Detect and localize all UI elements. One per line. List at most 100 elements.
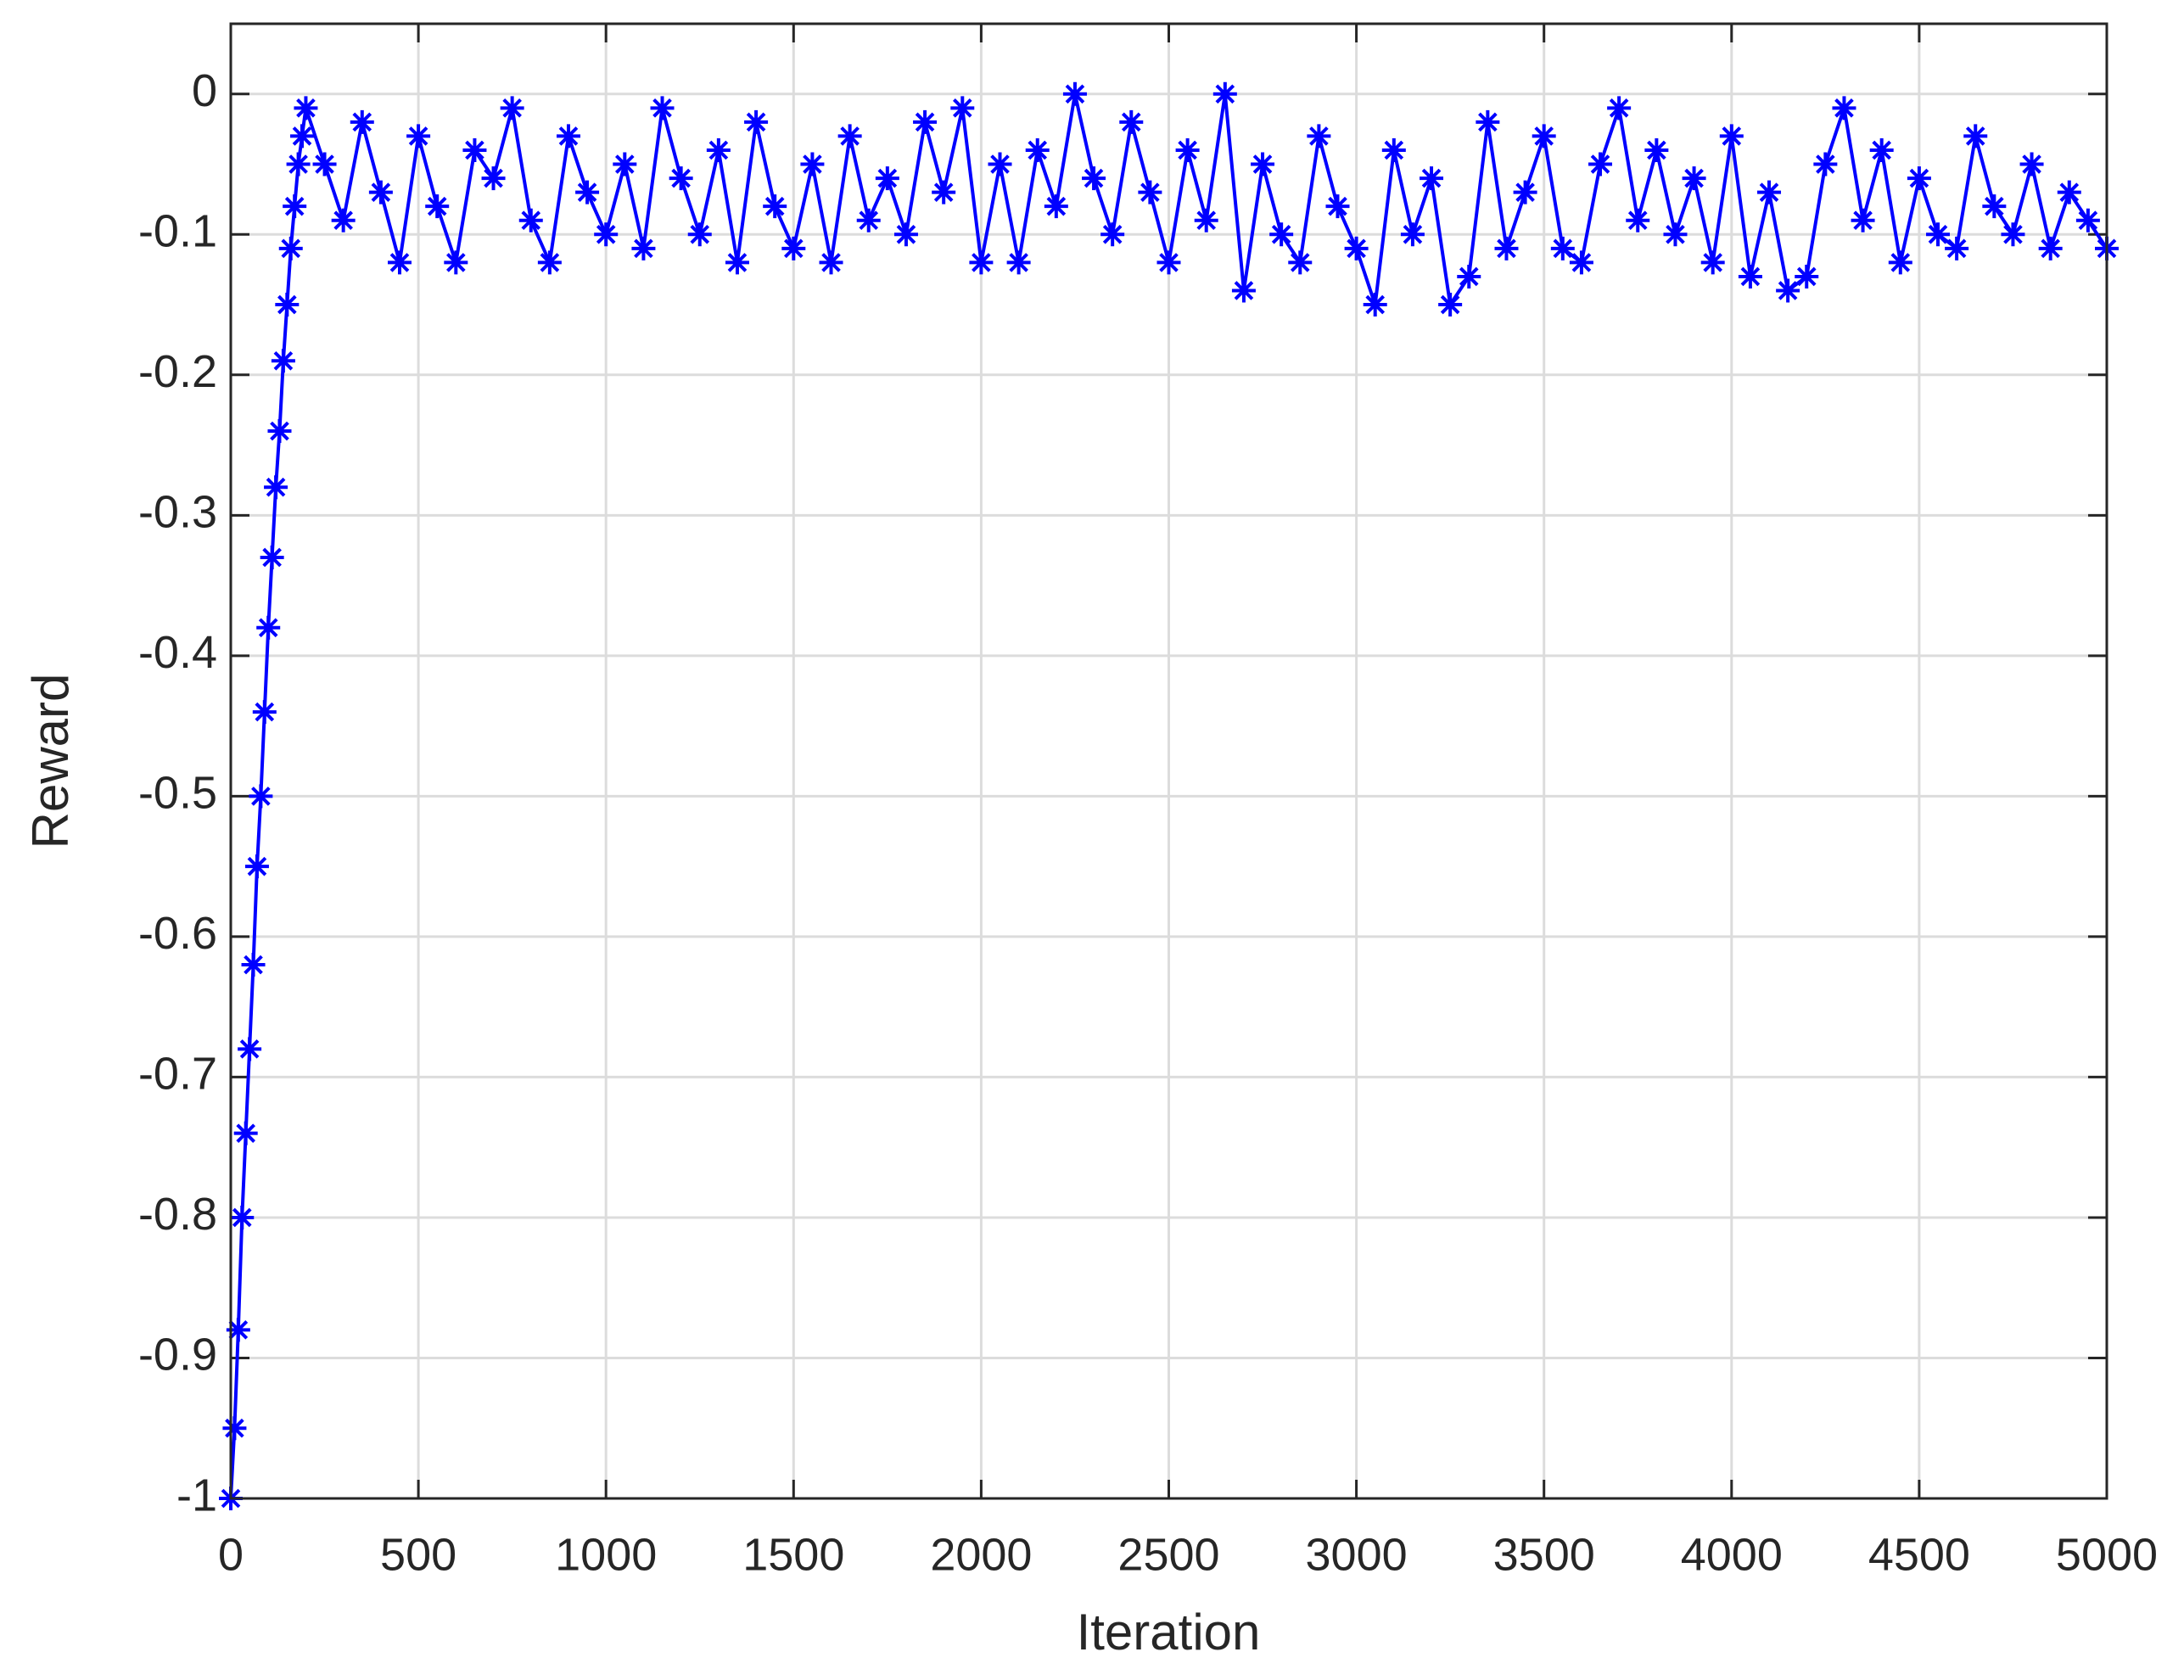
y-tick-label: -0.7 bbox=[138, 1049, 217, 1100]
y-tick-label: -0.8 bbox=[138, 1189, 217, 1240]
x-tick-label: 500 bbox=[380, 1529, 456, 1580]
data-point bbox=[283, 194, 307, 219]
data-point bbox=[669, 166, 693, 191]
data-point bbox=[1025, 137, 1050, 162]
data-point bbox=[230, 1205, 255, 1229]
data-point bbox=[1476, 109, 1500, 134]
data-point bbox=[1982, 194, 2007, 219]
data-point bbox=[2075, 208, 2100, 232]
data-point bbox=[222, 1416, 247, 1441]
data-point bbox=[368, 180, 393, 204]
data-point bbox=[687, 222, 712, 247]
data-point bbox=[631, 236, 656, 260]
y-tick-label: -0.2 bbox=[138, 346, 217, 397]
data-point bbox=[1663, 222, 1688, 247]
data-point bbox=[312, 152, 337, 176]
data-point bbox=[1776, 278, 1800, 303]
data-point bbox=[1175, 137, 1200, 162]
data-point bbox=[1251, 152, 1275, 176]
data-point bbox=[969, 250, 994, 275]
data-point bbox=[1006, 250, 1031, 275]
y-tick-label: -0.9 bbox=[138, 1330, 217, 1380]
data-point bbox=[1869, 137, 1894, 162]
data-point bbox=[1044, 194, 1068, 219]
data-point bbox=[1757, 180, 1782, 204]
data-point bbox=[256, 615, 281, 640]
data-point bbox=[1156, 250, 1181, 275]
data-point bbox=[233, 1121, 258, 1145]
data-point bbox=[1888, 250, 1912, 275]
data-point bbox=[1307, 124, 1331, 148]
data-point bbox=[556, 124, 580, 148]
data-point bbox=[1607, 96, 1632, 120]
data-point bbox=[267, 419, 292, 444]
data-point bbox=[286, 152, 311, 176]
data-point bbox=[1945, 236, 1969, 260]
data-point bbox=[294, 96, 318, 120]
data-point bbox=[763, 194, 787, 219]
x-tick-label: 2500 bbox=[1117, 1529, 1219, 1580]
x-axis-label: Iteration bbox=[1077, 1604, 1261, 1660]
data-point bbox=[1400, 222, 1425, 247]
data-point bbox=[241, 953, 266, 977]
data-point bbox=[249, 784, 273, 809]
data-point bbox=[1719, 124, 1744, 148]
data-point bbox=[875, 166, 899, 191]
data-point bbox=[950, 96, 975, 120]
data-point bbox=[238, 1037, 262, 1061]
data-point bbox=[1288, 250, 1313, 275]
data-point bbox=[913, 109, 938, 134]
data-point bbox=[1457, 264, 1481, 288]
data-point bbox=[278, 236, 303, 260]
data-point bbox=[444, 250, 468, 275]
data-point bbox=[575, 180, 600, 204]
data-point bbox=[1569, 250, 1593, 275]
data-point bbox=[1513, 180, 1537, 204]
x-tick-label: 1500 bbox=[742, 1529, 844, 1580]
data-point bbox=[706, 137, 731, 162]
data-point bbox=[594, 222, 619, 247]
data-point bbox=[1550, 236, 1575, 260]
data-point bbox=[893, 222, 918, 247]
data-point bbox=[725, 250, 749, 275]
data-point bbox=[1926, 222, 1951, 247]
data-point bbox=[613, 152, 637, 176]
y-tick-label: -0.1 bbox=[138, 206, 217, 257]
x-tick-label: 5000 bbox=[2056, 1529, 2158, 1580]
data-point bbox=[1062, 81, 1087, 106]
data-point bbox=[387, 250, 412, 275]
data-point bbox=[1119, 109, 1144, 134]
y-tick-label: 0 bbox=[192, 65, 217, 116]
y-tick-label: -0.3 bbox=[138, 487, 217, 538]
data-point bbox=[1212, 81, 1237, 106]
data-point bbox=[2019, 152, 2044, 176]
data-point bbox=[1738, 264, 1762, 288]
data-point bbox=[1231, 278, 1256, 303]
data-point bbox=[1363, 293, 1387, 317]
data-point bbox=[406, 124, 431, 148]
data-point bbox=[290, 124, 315, 148]
y-tick-label: -1 bbox=[176, 1470, 217, 1520]
x-tick-label: 4500 bbox=[1868, 1529, 1970, 1580]
data-point bbox=[226, 1318, 250, 1342]
data-point bbox=[518, 208, 543, 232]
x-tick-label: 1000 bbox=[555, 1529, 657, 1580]
data-point bbox=[819, 250, 843, 275]
y-tick-label: -0.4 bbox=[138, 627, 217, 678]
data-point bbox=[537, 250, 562, 275]
x-tick-label: 3000 bbox=[1306, 1529, 1408, 1580]
data-point bbox=[244, 854, 269, 879]
data-point bbox=[1532, 124, 1556, 148]
data-point bbox=[1325, 194, 1350, 219]
data-point bbox=[1381, 137, 1406, 162]
y-tick-label: -0.5 bbox=[138, 768, 217, 819]
data-point bbox=[331, 208, 356, 232]
data-point bbox=[932, 180, 956, 204]
data-point bbox=[1494, 236, 1519, 260]
data-point bbox=[1269, 222, 1294, 247]
plot-frame bbox=[229, 22, 2108, 1500]
data-point bbox=[1795, 264, 1819, 288]
y-axis-label: Reward bbox=[22, 674, 79, 849]
